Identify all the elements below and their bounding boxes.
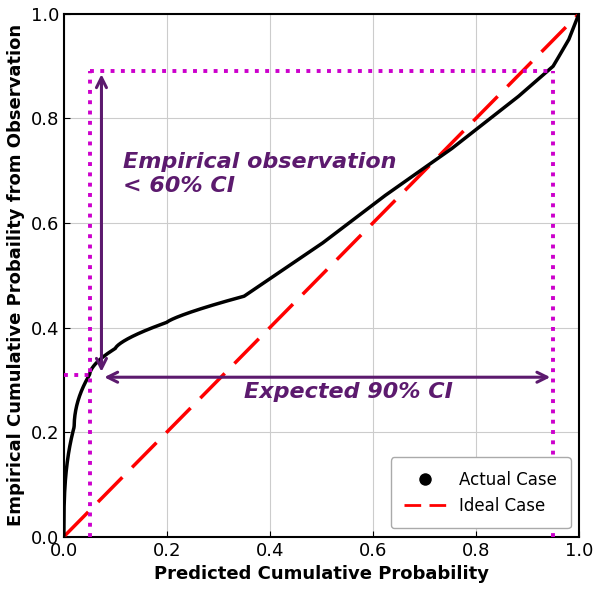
Actual Case	[311, 245, 318, 253]
Actual Case	[560, 44, 568, 51]
Actual Case	[560, 45, 567, 52]
Text: Empirical observation
< 60% CI: Empirical observation < 60% CI	[123, 152, 397, 196]
Line: Actual Case: Actual Case	[64, 14, 579, 537]
Actual Case	[60, 533, 67, 540]
Y-axis label: Empirical Cumulative Probaility from Observation: Empirical Cumulative Probaility from Obs…	[7, 24, 25, 526]
Actual Case	[575, 11, 583, 18]
Actual Case	[86, 369, 94, 376]
Text: Expected 90% CI: Expected 90% CI	[244, 382, 453, 402]
Actual Case	[297, 254, 304, 261]
Legend: Actual Case, Ideal Case: Actual Case, Ideal Case	[391, 457, 571, 528]
Actual Case	[466, 131, 473, 138]
X-axis label: Predicted Cumulative Probability: Predicted Cumulative Probability	[154, 565, 489, 583]
